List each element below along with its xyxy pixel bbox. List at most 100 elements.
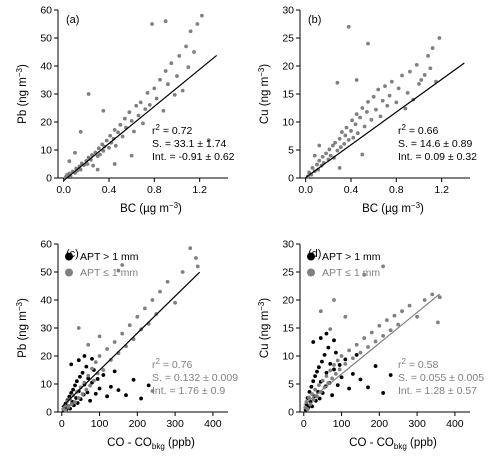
x-tick-label: 0.8 xyxy=(147,184,162,196)
scatter-point xyxy=(383,84,387,89)
stat-line: Int. = 0.09 ± 0.32 xyxy=(398,151,477,163)
scatter-point xyxy=(337,166,342,170)
scatter-point xyxy=(338,145,343,150)
scatter-point xyxy=(120,134,125,139)
scatter-point xyxy=(311,340,316,344)
scatter-point xyxy=(377,323,382,328)
scatter-point xyxy=(362,272,367,277)
scatter-point xyxy=(400,73,404,78)
scatter-point xyxy=(354,78,359,82)
scatter-point xyxy=(165,279,170,284)
scatter-point xyxy=(112,340,117,344)
y-tick-label: 5 xyxy=(288,379,294,391)
scatter-point xyxy=(177,54,182,58)
legend-marker xyxy=(65,252,73,261)
stat-line: r2 = 0.76 xyxy=(152,357,193,371)
x-tick-label: 0.8 xyxy=(389,184,404,196)
scatter-point xyxy=(369,117,374,122)
y-axis-title: Pb (ng m−3) xyxy=(15,298,29,358)
scatter-point xyxy=(69,402,74,407)
scatter-point xyxy=(91,378,96,383)
scatter-point xyxy=(389,79,394,84)
scatter-point xyxy=(147,103,152,107)
scatter-point xyxy=(335,148,340,153)
scatter-point xyxy=(88,398,93,403)
scatter-point xyxy=(362,124,367,129)
scatter-point xyxy=(366,385,370,390)
fit-line xyxy=(303,293,441,406)
scatter-point xyxy=(169,61,174,66)
scatter-point xyxy=(388,373,393,377)
scatter-point xyxy=(138,100,143,105)
scatter-point xyxy=(333,372,338,376)
scatter-point xyxy=(419,78,424,82)
y-tick-label: 0 xyxy=(288,407,294,419)
scatter-point xyxy=(387,93,392,98)
x-tick-label: 100 xyxy=(333,418,351,430)
scatter-point xyxy=(127,110,132,115)
scatter-point xyxy=(97,386,102,391)
scatter-point xyxy=(317,396,322,401)
scatter-point xyxy=(396,86,401,91)
legend-entry: APT > 1 mm xyxy=(322,251,381,263)
scatter-point xyxy=(330,393,335,398)
scatter-point xyxy=(337,363,342,367)
scatter-point xyxy=(417,82,421,86)
scatter-point xyxy=(328,361,333,366)
x-tick-label: 1.2 xyxy=(434,184,449,196)
scatter-point xyxy=(353,122,358,127)
scatter-point xyxy=(324,370,329,375)
scatter-point xyxy=(175,74,179,78)
x-tick-label: 1.2 xyxy=(192,184,207,196)
scatter-point xyxy=(384,318,389,323)
scatter-point xyxy=(335,383,340,388)
scatter-point xyxy=(317,143,322,148)
x-tick-label: 100 xyxy=(91,418,109,430)
scatter-point xyxy=(97,354,102,358)
scatter-point xyxy=(86,342,91,347)
scatter-point xyxy=(152,86,157,91)
scatter-point xyxy=(350,356,355,361)
stat-line: Int. = -0.91 ± 0.62 xyxy=(152,151,235,163)
scatter-point xyxy=(113,143,118,148)
y-axis-title: Pb (ng m−3) xyxy=(15,64,29,124)
y-tick-label: 20 xyxy=(40,351,52,363)
scatter-point xyxy=(158,289,162,294)
scatter-point xyxy=(366,345,370,349)
scatter-point xyxy=(320,359,324,364)
x-tick-label: 200 xyxy=(371,418,389,430)
stat-line: S. = 0.132 ± 0.009 xyxy=(152,372,238,384)
fit-line xyxy=(63,54,218,182)
scatter-point xyxy=(150,298,155,302)
scatter-point xyxy=(405,90,410,95)
scatter-point xyxy=(415,314,420,319)
x-tick-label: 0.4 xyxy=(344,184,359,196)
scatter-point xyxy=(385,103,390,108)
scatter-point xyxy=(188,246,193,251)
scatter-point xyxy=(360,152,365,157)
scatter-point xyxy=(139,396,144,401)
scatter-point xyxy=(67,159,72,164)
scatter-point xyxy=(98,152,102,157)
stat-line: S. = 0.055 ± 0.005 xyxy=(398,372,484,384)
scatter-point xyxy=(200,13,204,18)
scatter-point xyxy=(374,107,378,112)
scatter-point xyxy=(351,135,356,140)
scatter-point xyxy=(330,376,335,381)
scatter-point xyxy=(129,118,134,123)
scatter-point xyxy=(317,158,322,163)
y-tick-label: 20 xyxy=(282,295,294,307)
scatter-point xyxy=(347,348,352,353)
scatter-point xyxy=(84,387,89,392)
stat-line: Int. = 1.76 ± 0.9 xyxy=(152,385,225,397)
x-tick-label: 0.4 xyxy=(102,184,117,196)
series-0 xyxy=(306,24,442,179)
scatter-point xyxy=(369,330,374,335)
scatter-point xyxy=(192,50,196,54)
scatter-point xyxy=(88,383,93,388)
scatter-point xyxy=(366,41,370,46)
scatter-point xyxy=(403,106,408,111)
scatter-point xyxy=(373,364,378,368)
y-tick-label: 25 xyxy=(282,267,294,279)
